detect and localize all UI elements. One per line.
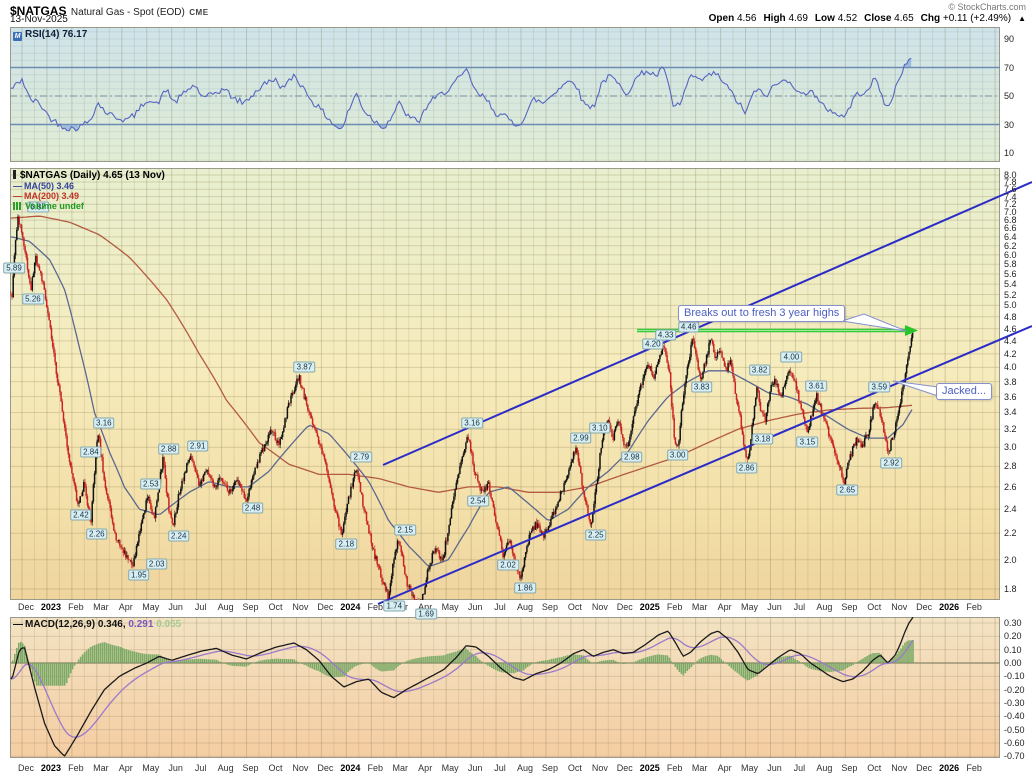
symbol-label: $NATGAS — [10, 4, 67, 18]
macd-plot — [10, 617, 1000, 758]
macd-signal-value: 0.291 — [128, 619, 154, 630]
candlestick-icon[interactable] — [13, 170, 16, 179]
high-label: High — [763, 13, 786, 24]
trendline-lower — [377, 325, 1032, 605]
up-arrow-icon: ▲ — [1018, 14, 1026, 23]
candles-down — [10, 216, 890, 600]
rsi-line — [10, 57, 912, 132]
open-label: Open — [708, 13, 735, 24]
macd-line-icon: — — [13, 619, 23, 630]
chg-label: Chg — [920, 13, 941, 24]
price-legend-title: $NATGAS (Daily) 4.65 (13 Nov) — [20, 170, 165, 181]
breakout-arrowhead — [905, 325, 918, 336]
rsi-legend-label: RSI(14) 76.17 — [25, 29, 88, 40]
symbol-description: Natural Gas - Spot (EOD) — [70, 7, 185, 18]
rsi-legend: M RSI(14) 76.17 — [13, 29, 87, 41]
volume-bars-icon — [13, 202, 22, 210]
ma50-line-icon: — — [13, 181, 22, 191]
price-panel — [10, 168, 1000, 600]
macd-panel — [10, 617, 1000, 758]
high-value: 4.69 — [788, 13, 808, 24]
breakout-callout[interactable]: Breaks out to fresh 3 year highs — [678, 305, 846, 322]
macd-hist-value: 0.055 — [156, 619, 182, 630]
close-value: 4.65 — [894, 13, 914, 24]
jacked-callout-tail — [892, 380, 939, 397]
low-label: Low — [814, 13, 835, 24]
macd-legend: — MACD(12,26,9) 0.346, 0.291 0.055 — [13, 619, 181, 630]
macd-line — [10, 617, 914, 757]
chart-date: 13-Nov-2025 — [10, 14, 68, 25]
rsi-panel — [10, 27, 1000, 162]
price-legend: $NATGAS (Daily) 4.65 (13 Nov) — MA(50) 3.… — [13, 170, 165, 211]
volume-legend-label: Volume undef — [25, 201, 84, 211]
chg-value: +0.11 (+2.49%) — [942, 13, 1012, 24]
ma200-legend-label: MA(200) 3.49 — [24, 191, 80, 201]
ma200-line-icon: — — [13, 191, 22, 201]
macd-legend-label: MACD(12,26,9) — [25, 619, 96, 630]
ma200-line — [10, 215, 913, 493]
copyright-label: © StockCharts.com — [948, 2, 1026, 12]
low-value: 4.52 — [837, 13, 858, 24]
price-plot — [10, 168, 1000, 600]
breakout-callout-tail — [841, 313, 907, 332]
ohlc-quote-strip: Open 4.56 High 4.69 Low 4.52 Close 4.65 Chg … — [709, 13, 1026, 24]
rsi-plot — [10, 27, 1000, 162]
ma50-line — [10, 236, 913, 568]
collapse-indicator-icon[interactable]: M — [13, 32, 22, 41]
jacked-callout[interactable]: Jacked... — [936, 383, 993, 400]
open-value: 4.56 — [736, 13, 757, 24]
macd-value: 0.346, — [97, 619, 126, 630]
macd-signal-line — [10, 636, 914, 738]
macd-histogram — [10, 640, 914, 686]
close-label: Close — [864, 13, 892, 24]
header-line-1: $NATGAS Natural Gas - Spot (EOD) CME — [10, 2, 209, 20]
exchange-label: CME — [189, 8, 209, 17]
ma50-legend-label: MA(50) 3.46 — [24, 181, 75, 191]
trendline-upper — [382, 181, 1032, 466]
